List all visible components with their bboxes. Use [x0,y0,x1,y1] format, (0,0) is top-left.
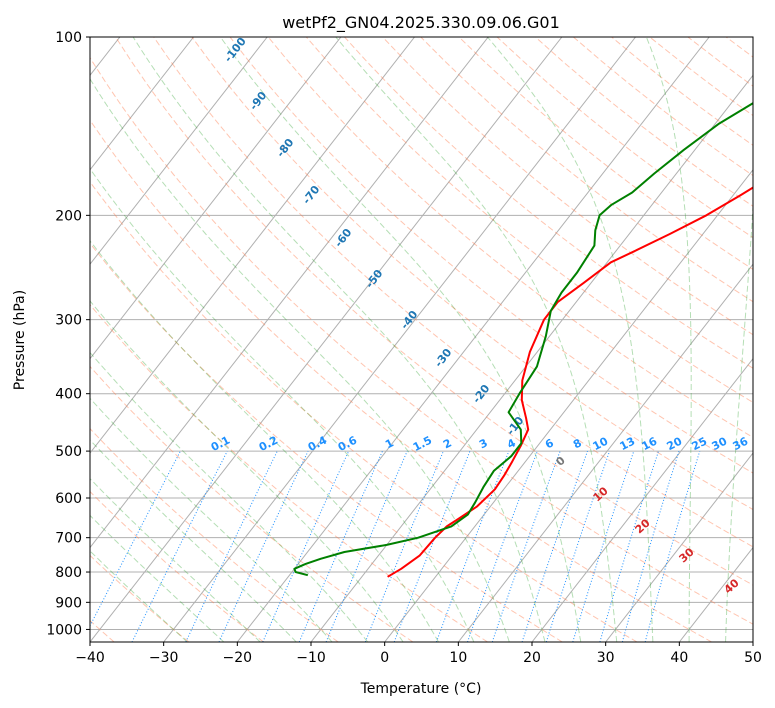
mixing-ratio-label: 10 [591,434,611,453]
mixing-ratio-line-30 [621,450,680,642]
mixing-ratio-label: 25 [690,435,710,454]
x-tick-label: 40 [670,650,688,666]
isotherm-line [310,74,753,642]
isotherm-line [531,357,753,642]
mixing-ratio-line-2 [325,450,408,642]
mixing-ratio-line-20 [572,450,635,642]
x-tick-label: −30 [149,650,179,666]
isotherm-line [90,37,489,549]
chart-title: wetPf2_GN04.2025.330.09.06.G01 [282,13,560,33]
moist-adiabat [90,240,439,642]
dry-adiabat [115,37,753,586]
dewpoint-profile [293,102,753,577]
x-tick-label: −40 [75,650,105,666]
isotherm-line [90,37,563,642]
mixing-ratio-label: 36 [731,434,751,453]
moist-adiabat [90,397,333,642]
dry-adiabat [90,365,414,642]
temperature-profile [387,186,753,578]
x-tick-label: −20 [223,650,253,666]
mixing-ratio-line-8 [467,450,538,642]
isotherm-line [384,168,753,642]
mixing-ratio-label: 30 [710,434,730,453]
isotherm-line [90,37,268,266]
isotherm-line [90,37,415,454]
moist-adiabat [487,37,654,642]
moist-adiabat [219,37,582,642]
mixing-ratio-line-3 [364,450,444,642]
moist-adiabat [725,198,753,642]
isotherm-line [457,263,753,642]
plot-frame [89,36,754,643]
mixing-ratio-label: 16 [640,434,660,453]
y-tick-label: 400 [55,387,82,403]
dry-adiabat [420,37,753,303]
mixing-ratio-label: 13 [618,435,638,454]
mixing-ratio-line-13 [521,450,588,642]
y-tick-label: 100 [55,30,82,46]
dry-adiabat [90,427,339,642]
y-axis-title: Pressure (hPa) [12,290,28,390]
x-tick-label: 50 [744,650,762,666]
moist-adiabat [90,478,261,642]
y-tick-label: 800 [55,565,82,581]
y-tick-label: 500 [55,444,82,460]
moist-adiabat [90,300,404,642]
isotherm-line [90,37,194,171]
x-tick-label: 10 [449,650,467,666]
moist-adiabat [132,37,546,642]
isotherm-line [236,37,710,642]
mixing-ratio-line-0.2 [131,450,228,642]
y-tick-label: 200 [55,208,82,224]
x-tick-label: 30 [597,650,615,666]
mixing-ratio-line-10 [491,450,561,642]
y-tick-label: 900 [55,595,82,611]
dry-adiabat [90,303,488,642]
isotherm-line [163,37,636,642]
mixing-ratio-line-0.1 [90,450,181,628]
moist-adiabat [90,514,225,642]
x-axis-title: Temperature (°C) [360,681,482,697]
moist-adiabat [645,37,692,642]
dry-adiabat [90,181,638,642]
moist-adiabat [335,37,618,642]
moist-adiabat [90,77,510,642]
mixing-ratio-line-25 [599,450,659,642]
y-tick-label: 600 [55,491,82,507]
dry-adiabat [229,37,753,474]
moist-adiabat [90,439,297,642]
mixing-ratio-line-0.6 [218,450,309,642]
mixing-ratio-line-36 [644,450,701,642]
dry-adiabat [90,242,563,642]
dry-adiabat [90,119,712,642]
dry-adiabat [191,37,753,511]
y-tick-label: 300 [55,313,82,329]
dry-adiabat [344,37,753,369]
mixing-ratio-line-16 [545,450,611,642]
y-tick-label: 700 [55,531,82,547]
x-tick-label: −10 [296,650,326,666]
x-tick-label: 0 [380,650,389,666]
dry-adiabat [90,56,753,625]
dry-adiabat [90,490,264,642]
moist-adiabat [90,550,188,642]
mixing-ratio-label: 20 [665,434,685,453]
dry-adiabat [90,554,190,642]
moist-adiabat [90,167,475,642]
y-tick-label: 1000 [46,622,82,638]
x-tick-label: 20 [523,650,541,666]
isotherm-line [605,452,753,642]
isotherm-line [90,37,342,360]
